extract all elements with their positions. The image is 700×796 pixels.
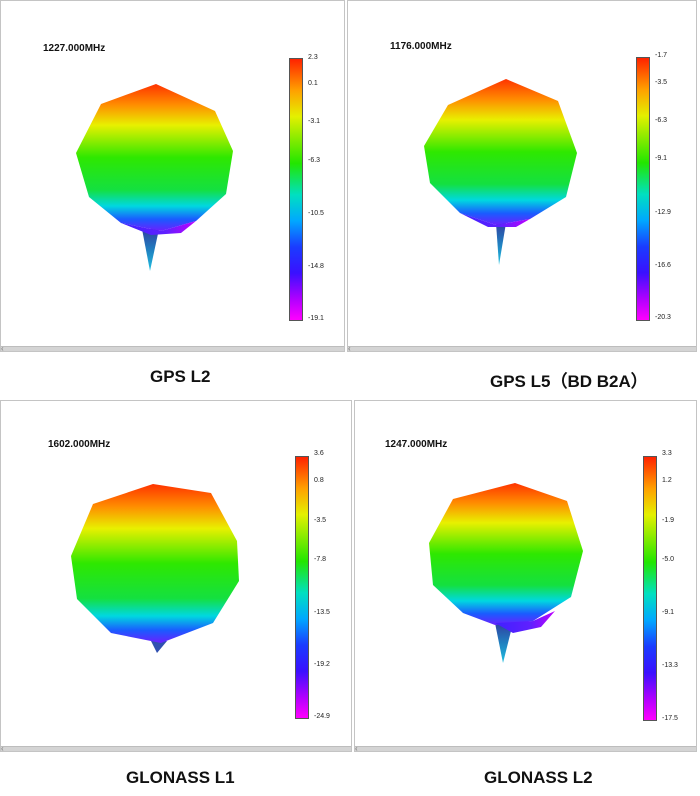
colorbar-tick: -1.7 — [655, 52, 668, 59]
scroll-left-icon[interactable]: ‹ — [1, 744, 4, 752]
frequency-label: 1176.000MHz — [390, 41, 452, 52]
colorbar-tick: -20.3 — [655, 314, 671, 321]
horizontal-scrollbar[interactable]: ‹ — [355, 744, 696, 752]
pattern-body — [429, 483, 583, 625]
colorbar-tick: -19.2 — [314, 661, 330, 668]
caption-glonass-l2: GLONASS L2 — [484, 768, 593, 787]
frequency-label: 1227.000MHz — [43, 43, 106, 54]
colorbar-tick: -13.5 — [314, 609, 330, 616]
pattern-body — [76, 84, 233, 231]
colorbar-tick: -3.5 — [314, 517, 327, 524]
colorbar-tick: -7.8 — [314, 556, 327, 563]
scroll-left-icon[interactable]: ‹ — [1, 344, 4, 352]
pattern-panel-gps-l5: 1176.000MHz -1.7 -3.5 -6.3 -9.1 -12.9 -1… — [347, 0, 697, 352]
colorbar — [643, 456, 657, 721]
pattern-spike — [495, 623, 513, 663]
colorbar-tick: -19.1 — [308, 315, 324, 322]
colorbar — [295, 456, 309, 719]
colorbar-tick: -17.5 — [662, 715, 678, 722]
horizontal-scrollbar[interactable]: ‹ — [1, 744, 351, 752]
pattern-spike — [496, 223, 506, 265]
colorbar-tick: -12.9 — [655, 209, 671, 216]
colorbar-tick: -16.6 — [655, 262, 671, 269]
pattern-panel-glonass-l2: 1247.000MHz 3.3 1.2 -1.9 -5.0 -9.1 -13.3… — [354, 400, 697, 752]
scroll-left-icon[interactable]: ‹ — [355, 744, 358, 752]
pattern-rim — [121, 221, 196, 235]
colorbar-tick: -6.3 — [308, 157, 321, 164]
colorbar-tick: -24.9 — [314, 713, 330, 720]
pattern-body — [424, 79, 577, 225]
colorbar-tick: -9.1 — [655, 155, 668, 162]
pattern-body — [71, 484, 239, 643]
colorbar-tick: -13.3 — [662, 662, 678, 669]
colorbar — [636, 57, 650, 321]
colorbar-tick: -10.5 — [308, 210, 324, 217]
frequency-label: 1247.000MHz — [385, 439, 448, 450]
colorbar-tick: -5.0 — [662, 556, 675, 563]
radiation-pattern-3d — [76, 84, 233, 271]
pattern-spike — [142, 229, 159, 271]
caption-gps-l2: GPS L2 — [150, 367, 211, 386]
radiation-pattern-3d — [424, 79, 577, 265]
colorbar — [289, 58, 303, 321]
colorbar-tick: 1.2 — [662, 477, 672, 484]
colorbar-tick: -14.8 — [308, 263, 324, 270]
horizontal-scrollbar[interactable]: ‹ — [348, 344, 696, 352]
pattern-panel-glonass-l1: 1602.000MHz 3.6 0.8 -3.5 -7.8 -13.5 -19.… — [0, 400, 352, 752]
colorbar-tick: -1.9 — [662, 517, 675, 524]
caption-glonass-l1: GLONASS L1 — [126, 768, 235, 787]
scroll-left-icon[interactable]: ‹ — [348, 344, 351, 352]
pattern-panel-gps-l2: 1227.000MHz 2.3 0.1 -3.1 -6.3 -10.5 -14.… — [0, 0, 345, 352]
pattern-rim — [460, 213, 530, 227]
radiation-pattern-3d — [429, 483, 583, 663]
pattern-spike — [151, 641, 167, 653]
caption-gps-l5: GPS L5（BD B2A） — [490, 372, 648, 391]
pattern-rim — [495, 611, 555, 633]
horizontal-scrollbar[interactable]: ‹ — [1, 344, 344, 352]
colorbar-tick: -3.1 — [308, 118, 321, 125]
colorbar-tick: 3.3 — [662, 450, 672, 457]
colorbar-tick: 0.8 — [314, 477, 324, 484]
colorbar-tick: 3.6 — [314, 450, 324, 457]
colorbar-tick: 0.1 — [308, 80, 318, 87]
colorbar-tick: 2.3 — [308, 54, 318, 61]
radiation-pattern-3d — [71, 484, 239, 653]
frequency-label: 1602.000MHz — [48, 439, 111, 450]
colorbar-tick: -6.3 — [655, 117, 668, 124]
colorbar-tick: -9.1 — [662, 609, 675, 616]
colorbar-tick: -3.5 — [655, 79, 668, 86]
